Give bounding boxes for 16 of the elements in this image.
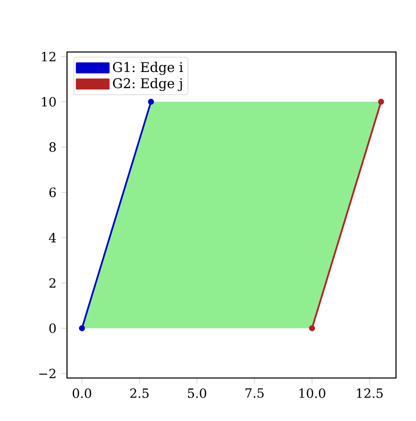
legend-label: G1: Edge i (113, 62, 183, 75)
y-tick-label: 2 (49, 278, 56, 288)
legend-label: G2: Edge j (113, 78, 182, 92)
x-tick-label: 12.5 (356, 388, 383, 398)
y-tick-label: 12 (42, 52, 56, 62)
y-tick-label: 8 (49, 142, 56, 152)
x-tick-label: 10.0 (299, 388, 326, 398)
y-tick-label: 6 (49, 188, 56, 198)
x-tick-label: 2.5 (130, 388, 149, 398)
y-tick-label: 10 (42, 97, 56, 107)
y-tick-label: 4 (48, 232, 56, 242)
x-tick-label: 7.5 (246, 388, 264, 398)
y-tick-label: 0 (49, 323, 56, 333)
y-tick-label: −2 (39, 368, 56, 378)
x-tick-label: 5.0 (188, 388, 206, 398)
x-tick-label: 0.0 (72, 388, 92, 398)
